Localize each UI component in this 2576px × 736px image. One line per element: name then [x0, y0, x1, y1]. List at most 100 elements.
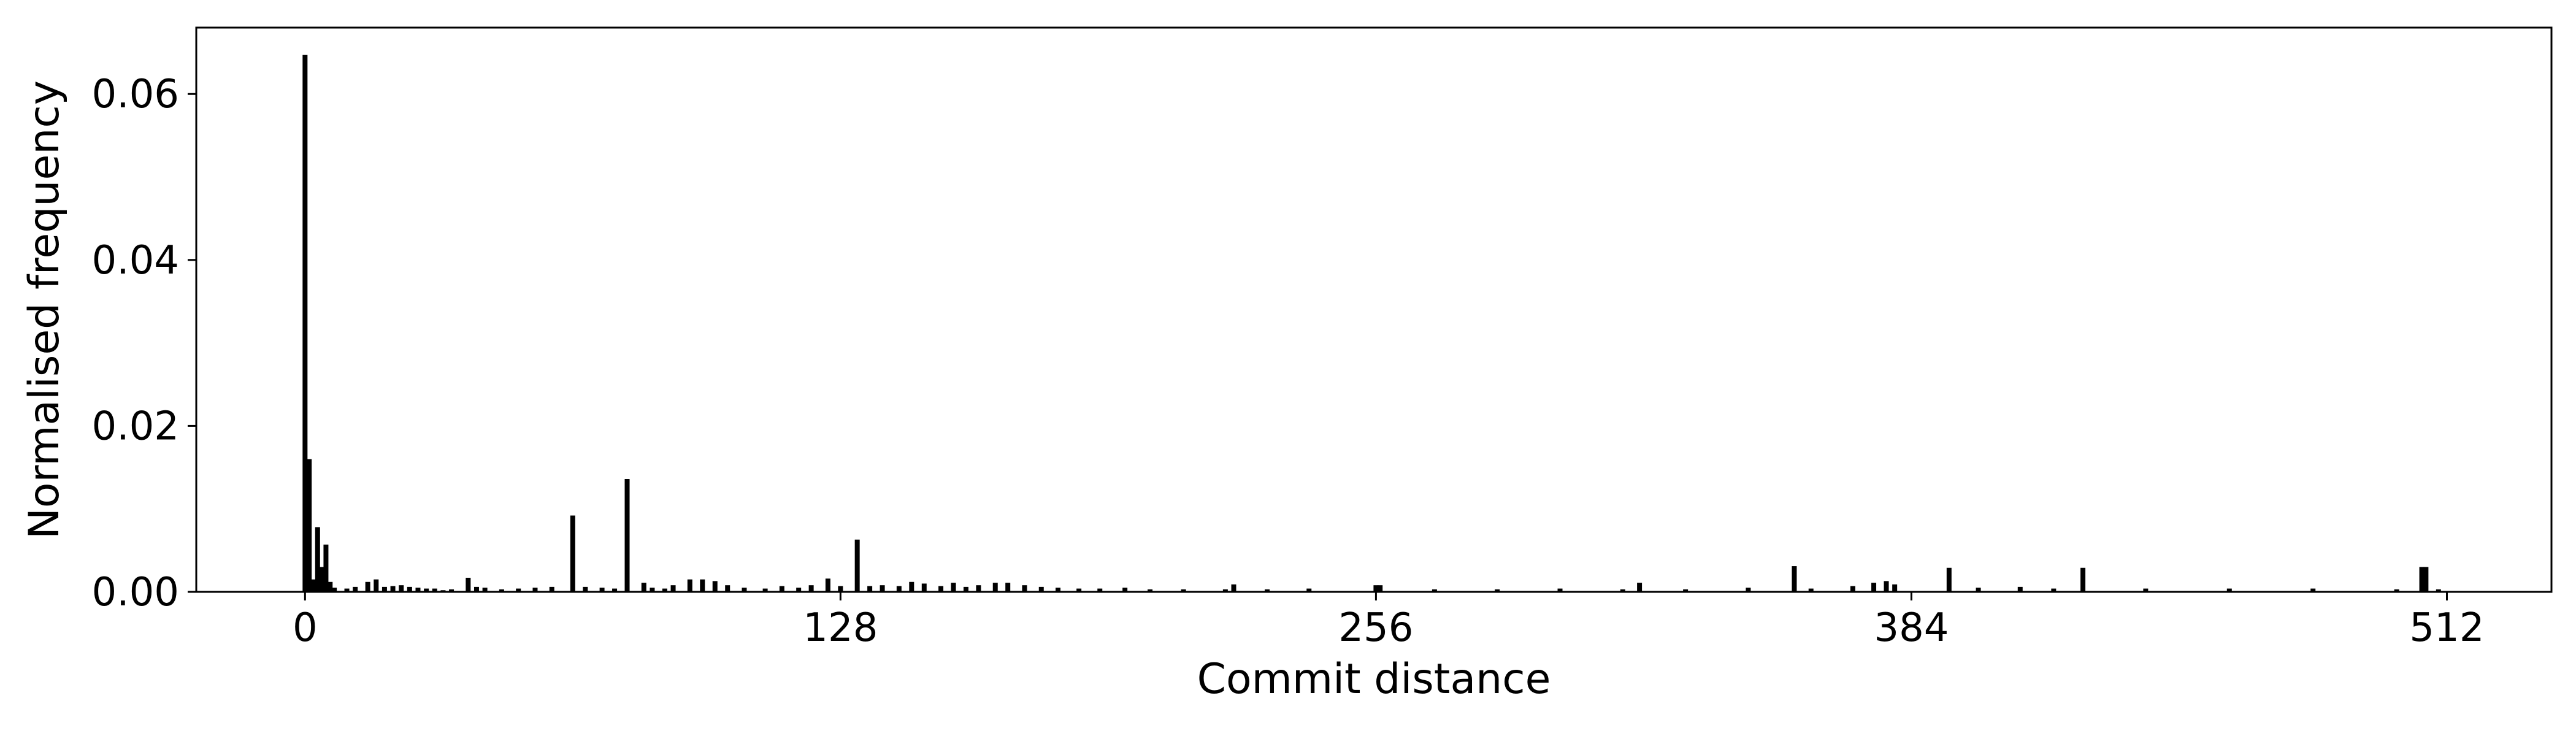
bar-148 [921, 583, 927, 592]
x-tick-label: 128 [803, 605, 878, 651]
bar-128 [838, 586, 843, 592]
bar-59 [549, 586, 554, 592]
bar-5 [323, 544, 329, 592]
bar-15 [365, 581, 370, 592]
bar-92 [687, 579, 692, 592]
bar-110 [762, 588, 768, 592]
bar-418 [2051, 588, 2057, 592]
bar-210 [1181, 589, 1186, 592]
bar-240 [1306, 588, 1312, 592]
bar-202 [1148, 589, 1153, 592]
bar-145 [909, 581, 914, 592]
bar-77 [624, 479, 630, 592]
bar-315 [1620, 589, 1625, 592]
bar-81 [641, 583, 646, 592]
bar-105 [742, 588, 747, 592]
bar-25 [407, 586, 412, 592]
bar-21 [390, 586, 396, 592]
bar-88 [670, 585, 676, 592]
bar-168 [1005, 583, 1011, 592]
bar-196 [1122, 588, 1128, 592]
y-axis-label: Normalised frequency [20, 80, 69, 539]
bar-7 [332, 588, 337, 592]
bar-393 [1946, 567, 1952, 592]
y-tick-label: 0.00 [92, 570, 180, 615]
x-tick-label: 384 [1874, 605, 1949, 651]
bar-256 [1373, 585, 1379, 592]
bar-270 [1432, 589, 1437, 592]
bar-74 [612, 588, 618, 592]
bar-0 [302, 55, 308, 592]
bar-35 [449, 589, 454, 592]
bar-95 [700, 579, 705, 592]
bar-220 [1222, 589, 1228, 592]
bar-176 [1038, 586, 1044, 592]
bar-86 [662, 588, 667, 592]
bar-12 [353, 586, 358, 592]
bar-506 [2419, 567, 2425, 592]
bar-17 [374, 579, 379, 592]
x-axis-ticks: 0 128 256 384 512 [293, 592, 2485, 651]
bar-64 [570, 515, 575, 592]
bar-380 [1892, 584, 1898, 592]
bar-257 [1378, 585, 1383, 592]
bar-300 [1557, 588, 1563, 592]
bar-71 [599, 588, 605, 592]
bar-161 [976, 585, 981, 592]
bar-185 [1076, 588, 1082, 592]
bar-29 [424, 588, 429, 592]
bar-135 [867, 586, 873, 592]
bar-400 [1976, 588, 1981, 592]
bar-10 [344, 588, 350, 592]
bar-39 [466, 578, 471, 592]
bar-55 [532, 588, 538, 592]
bar-378 [1884, 581, 1889, 592]
bar-370 [1850, 586, 1855, 592]
bar-41 [473, 586, 479, 592]
bar-172 [1022, 585, 1027, 592]
x-tick-label: 512 [2409, 605, 2484, 651]
bar-158 [963, 586, 968, 592]
bar-114 [779, 586, 784, 592]
bar-27 [415, 588, 421, 592]
bar-319 [1637, 583, 1643, 592]
bar-375 [1871, 583, 1877, 592]
plot-frame [195, 26, 2553, 593]
bar-138 [880, 585, 885, 592]
bar-222 [1231, 584, 1236, 592]
bar-360 [1808, 588, 1814, 592]
bar-510 [2436, 589, 2441, 592]
bar-440 [2143, 588, 2149, 592]
bar-83 [650, 588, 655, 592]
bar-132 [854, 539, 860, 592]
bar-165 [992, 583, 998, 592]
bar-1 [307, 459, 312, 592]
x-tick-label: 256 [1338, 605, 1413, 651]
bar-480 [2310, 588, 2316, 592]
bar-356 [1792, 566, 1797, 592]
bar-43 [482, 588, 488, 592]
x-tick-label: 0 [293, 605, 318, 651]
bar-345 [1746, 588, 1751, 592]
bar-51 [516, 588, 521, 592]
bar-155 [951, 583, 956, 592]
bar-118 [796, 588, 802, 592]
x-axis-label: Commit distance [1197, 655, 1551, 703]
bar-190 [1097, 588, 1103, 592]
bar-410 [2017, 586, 2023, 592]
bar-125 [825, 578, 830, 592]
bar-507 [2423, 567, 2429, 592]
bar-2 [310, 579, 316, 592]
y-tick-label: 0.02 [92, 404, 180, 449]
y-tick-label: 0.04 [92, 238, 180, 283]
bar-47 [499, 589, 504, 592]
bar-121 [808, 585, 814, 592]
bar-19 [381, 586, 387, 592]
bar-101 [725, 585, 730, 592]
bar-98 [712, 581, 718, 592]
bars-group [302, 55, 2441, 592]
bar-180 [1056, 588, 1061, 592]
y-axis-ticks: 0.00 0.02 0.04 0.06 [92, 72, 196, 615]
bar-31 [432, 588, 437, 592]
